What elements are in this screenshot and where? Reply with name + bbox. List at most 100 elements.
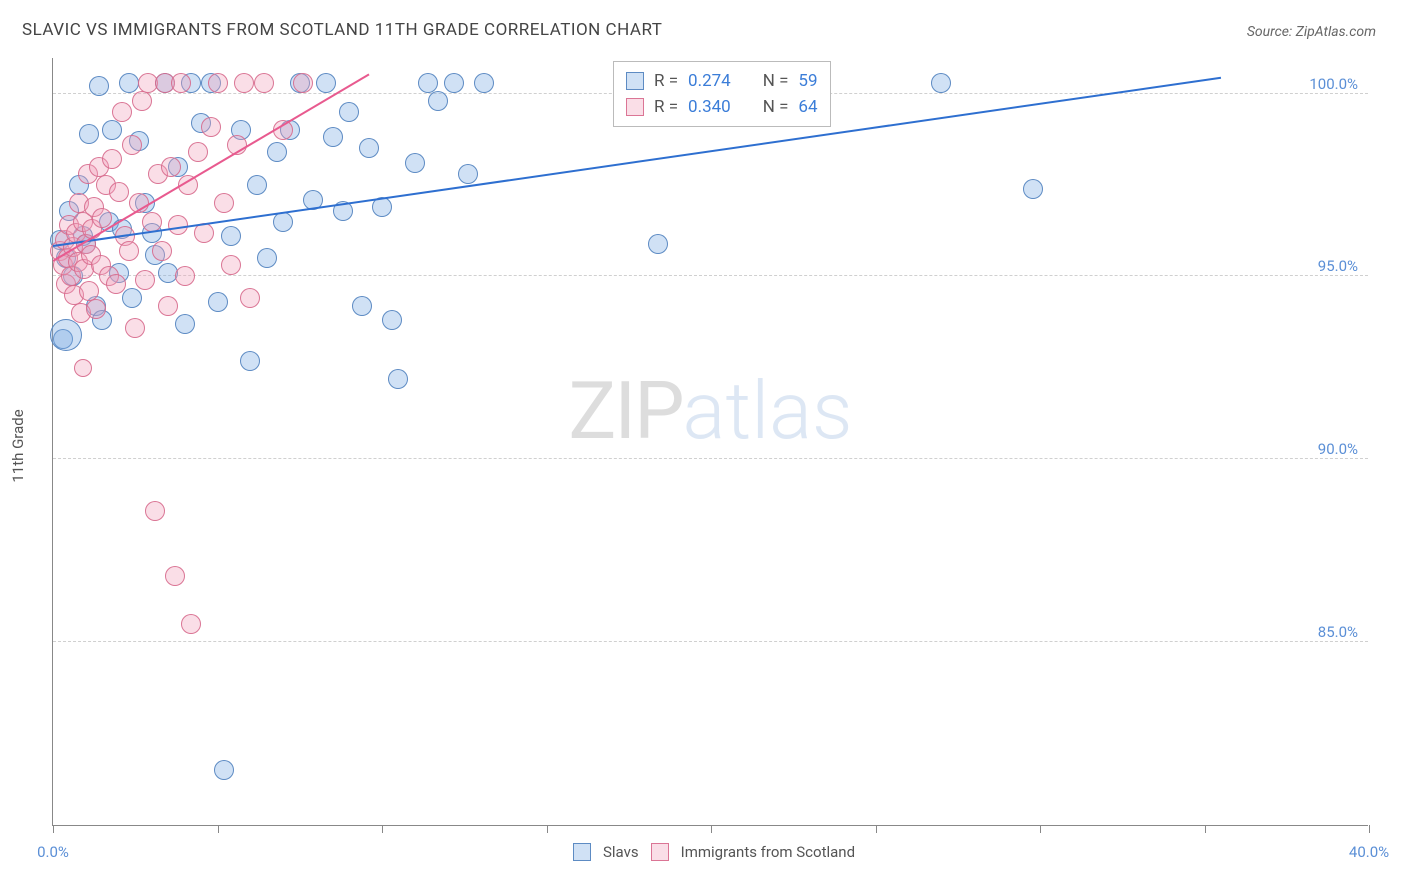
data-point	[458, 164, 478, 184]
data-point	[50, 319, 82, 351]
data-point	[293, 73, 313, 93]
legend-swatch	[626, 72, 644, 90]
data-point	[931, 73, 951, 93]
plot-area: ZIPatlas 85.0%90.0%95.0%100.0%0.0%40.0%R…	[52, 58, 1368, 826]
data-point	[135, 270, 155, 290]
data-point	[106, 274, 126, 294]
data-point	[109, 182, 129, 202]
x-tick	[1205, 825, 1206, 833]
data-point	[208, 292, 228, 312]
data-point	[257, 248, 277, 268]
data-point	[247, 175, 267, 195]
x-tick	[547, 825, 548, 833]
y-tick-label: 85.0%	[1318, 623, 1358, 641]
x-tick	[876, 825, 877, 833]
data-point	[132, 91, 152, 111]
n-label: N =	[763, 71, 789, 91]
data-point	[79, 281, 99, 301]
data-point	[359, 138, 379, 158]
data-point	[86, 299, 106, 319]
legend-swatch	[651, 843, 669, 861]
data-point	[428, 91, 448, 111]
data-point	[234, 73, 254, 93]
data-point	[339, 102, 359, 122]
data-point	[122, 135, 142, 155]
data-point	[188, 142, 208, 162]
data-point	[145, 501, 165, 521]
data-point	[208, 73, 228, 93]
x-tick	[382, 825, 383, 833]
watermark: ZIPatlas	[568, 364, 852, 458]
x-tick-label: 0.0%	[37, 843, 69, 861]
data-point	[152, 241, 172, 261]
data-point	[1023, 179, 1043, 199]
x-tick	[53, 825, 54, 833]
data-point	[165, 566, 185, 586]
data-point	[316, 73, 336, 93]
data-point	[221, 226, 241, 246]
data-point	[352, 296, 372, 316]
data-point	[214, 193, 234, 213]
data-point	[161, 157, 181, 177]
data-point	[181, 614, 201, 634]
data-point	[323, 127, 343, 147]
y-tick-label: 95.0%	[1318, 257, 1358, 275]
source-label: Source: ZipAtlas.com	[1247, 24, 1376, 40]
data-point	[240, 351, 260, 371]
data-point	[175, 314, 195, 334]
r-value: 0.340	[688, 97, 731, 117]
x-tick	[1040, 825, 1041, 833]
data-point	[474, 73, 494, 93]
data-point	[171, 73, 191, 93]
legend-label: Immigrants from Scotland	[681, 843, 855, 861]
data-point	[119, 241, 139, 261]
data-point	[119, 73, 139, 93]
data-point	[89, 76, 109, 96]
gridline	[53, 641, 1368, 642]
data-point	[240, 288, 260, 308]
data-point	[142, 212, 162, 232]
legend-swatch	[626, 98, 644, 116]
data-point	[102, 149, 122, 169]
data-point	[74, 359, 92, 377]
n-value: 59	[798, 71, 817, 91]
gridline	[53, 275, 1368, 276]
data-point	[418, 73, 438, 93]
data-point	[382, 310, 402, 330]
data-point	[648, 234, 668, 254]
n-label: N =	[763, 97, 789, 117]
r-label: R =	[654, 97, 678, 117]
data-point	[112, 102, 132, 122]
data-point	[92, 208, 112, 228]
x-tick	[1369, 825, 1370, 833]
stats-row: R = 0.340 N = 64	[626, 94, 818, 120]
x-tick	[711, 825, 712, 833]
x-tick-label: 40.0%	[1349, 843, 1389, 861]
stats-box: R = 0.274 N = 59 R = 0.340 N = 64	[613, 61, 831, 127]
watermark-zip: ZIP	[568, 364, 682, 458]
data-point	[201, 117, 221, 137]
data-point	[388, 369, 408, 389]
chart-title: SLAVIC VS IMMIGRANTS FROM SCOTLAND 11TH …	[22, 20, 662, 40]
data-point	[79, 124, 99, 144]
data-point	[267, 142, 287, 162]
stats-row: R = 0.274 N = 59	[626, 68, 818, 94]
bottom-legend: Slavs Immigrants from Scotland	[573, 843, 855, 861]
data-point	[175, 266, 195, 286]
data-point	[122, 288, 142, 308]
y-tick-label: 100.0%	[1309, 75, 1358, 93]
n-value: 64	[798, 97, 817, 117]
data-point	[405, 153, 425, 173]
data-point	[221, 255, 241, 275]
r-label: R =	[654, 71, 678, 91]
data-point	[214, 760, 234, 780]
data-point	[158, 296, 178, 316]
x-tick	[218, 825, 219, 833]
watermark-atlas: atlas	[683, 364, 853, 458]
y-tick-label: 90.0%	[1318, 440, 1358, 458]
data-point	[254, 73, 274, 93]
legend-label: Slavs	[603, 843, 639, 861]
gridline	[53, 458, 1368, 459]
legend-swatch	[573, 843, 591, 861]
r-value: 0.274	[688, 71, 731, 91]
